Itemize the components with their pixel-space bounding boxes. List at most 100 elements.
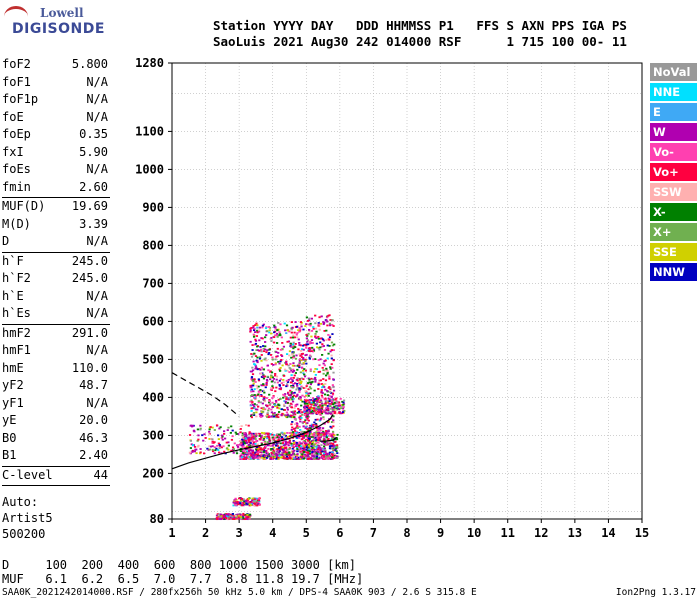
echo-point bbox=[256, 504, 259, 507]
echo-point bbox=[326, 432, 329, 434]
echo-point bbox=[325, 408, 328, 411]
echo-point bbox=[294, 413, 297, 416]
echo-point bbox=[323, 360, 326, 363]
echo-point bbox=[306, 340, 309, 343]
echo-point bbox=[249, 449, 252, 451]
echo-point bbox=[214, 449, 217, 452]
echo-point bbox=[237, 502, 240, 504]
echo-point bbox=[308, 348, 311, 351]
echo-point bbox=[236, 445, 240, 448]
echo-point bbox=[317, 431, 320, 434]
echo-point bbox=[313, 400, 316, 403]
echo-point bbox=[234, 497, 237, 500]
echo-point bbox=[324, 439, 327, 441]
echo-point bbox=[255, 366, 258, 369]
echo-point bbox=[330, 412, 333, 415]
echo-point bbox=[268, 440, 271, 443]
echo-point bbox=[333, 412, 336, 415]
echo-point bbox=[189, 424, 192, 427]
echo-point bbox=[288, 391, 291, 394]
echo-point bbox=[307, 452, 310, 454]
echo-point bbox=[282, 381, 285, 384]
echo-point bbox=[272, 435, 276, 438]
echo-point bbox=[326, 405, 329, 407]
echo-point bbox=[323, 321, 326, 324]
echo-point bbox=[309, 387, 313, 390]
echo-point bbox=[298, 391, 301, 393]
echo-point bbox=[325, 368, 328, 371]
echo-point bbox=[288, 366, 291, 369]
echo-point bbox=[328, 441, 331, 444]
echo-point bbox=[276, 329, 279, 332]
echo-point bbox=[218, 447, 221, 449]
echo-point bbox=[269, 378, 272, 381]
echo-point bbox=[275, 378, 278, 381]
echo-point bbox=[263, 358, 266, 361]
echo-point bbox=[249, 452, 252, 455]
echo-point bbox=[191, 450, 194, 453]
echo-point bbox=[268, 439, 271, 441]
echo-point bbox=[291, 400, 295, 403]
echo-point bbox=[317, 452, 320, 455]
echo-point bbox=[271, 437, 274, 440]
x-tick-label: 11 bbox=[500, 526, 514, 540]
echo-point bbox=[308, 433, 311, 436]
echo-point bbox=[274, 327, 277, 330]
echo-point bbox=[341, 404, 344, 406]
echo-point bbox=[330, 363, 333, 366]
echo-point bbox=[264, 440, 267, 443]
echo-point bbox=[323, 410, 326, 413]
echo-point bbox=[316, 450, 319, 453]
echo-point bbox=[304, 434, 308, 437]
y-tick-label: 500 bbox=[142, 352, 164, 366]
echo-point bbox=[257, 378, 260, 381]
echo-point bbox=[278, 333, 282, 336]
echo-point bbox=[297, 445, 301, 448]
echo-point bbox=[330, 455, 334, 458]
echo-point bbox=[264, 455, 267, 457]
echo-point bbox=[279, 387, 283, 389]
echo-point bbox=[323, 434, 326, 437]
echo-point bbox=[255, 359, 258, 362]
echo-point bbox=[299, 411, 302, 414]
echo-point bbox=[269, 403, 272, 405]
echo-point bbox=[259, 436, 263, 439]
echo-point bbox=[308, 357, 311, 360]
echo-point bbox=[304, 442, 308, 445]
echo-point bbox=[324, 383, 327, 385]
echo-point bbox=[314, 358, 317, 361]
echo-point bbox=[245, 437, 248, 440]
echo-point bbox=[320, 402, 323, 405]
x-tick-label: 4 bbox=[269, 526, 276, 540]
param-name: MUF(D) bbox=[2, 199, 46, 213]
echo-point bbox=[315, 368, 319, 371]
echo-point bbox=[242, 517, 245, 520]
x-tick-label: 7 bbox=[370, 526, 377, 540]
echo-point bbox=[270, 411, 273, 414]
echo-point bbox=[240, 453, 243, 456]
echo-point bbox=[248, 441, 251, 444]
echo-point bbox=[336, 447, 339, 450]
echo-point bbox=[231, 429, 234, 432]
echo-point bbox=[247, 516, 250, 518]
echo-point bbox=[260, 442, 263, 444]
echo-point bbox=[256, 387, 259, 390]
echo-point bbox=[285, 385, 288, 388]
echo-point bbox=[292, 428, 296, 430]
echo-point bbox=[293, 410, 297, 413]
echo-point bbox=[258, 357, 262, 360]
echo-point bbox=[308, 328, 311, 331]
echo-point bbox=[230, 449, 233, 452]
echo-point bbox=[288, 350, 292, 353]
echo-point bbox=[308, 448, 311, 451]
echo-point bbox=[270, 451, 273, 454]
echo-point bbox=[255, 452, 259, 455]
echo-point bbox=[331, 408, 334, 410]
echo-point bbox=[303, 448, 306, 451]
echo-point bbox=[260, 350, 263, 353]
echo-point bbox=[331, 412, 334, 415]
echo-point bbox=[309, 383, 313, 386]
echo-point bbox=[289, 396, 292, 399]
echo-point bbox=[298, 448, 301, 451]
echo-point bbox=[289, 336, 292, 339]
